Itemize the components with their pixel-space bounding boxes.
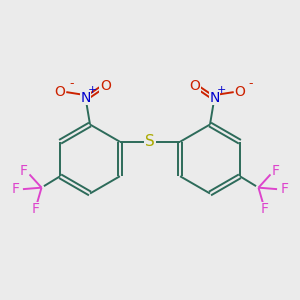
Text: -: - [69, 77, 74, 90]
Text: O: O [100, 79, 111, 92]
Text: -: - [248, 77, 253, 90]
Text: F: F [11, 182, 20, 196]
Text: N: N [209, 91, 220, 104]
Text: S: S [145, 134, 155, 149]
Text: F: F [280, 182, 289, 196]
Text: F: F [32, 202, 40, 216]
Text: F: F [20, 164, 28, 178]
Text: F: F [260, 202, 268, 216]
Text: O: O [189, 79, 200, 92]
Text: +: + [87, 85, 97, 95]
Text: N: N [80, 91, 91, 104]
Text: F: F [272, 164, 280, 178]
Text: +: + [216, 85, 226, 95]
Text: O: O [55, 85, 65, 99]
Text: O: O [235, 85, 245, 99]
